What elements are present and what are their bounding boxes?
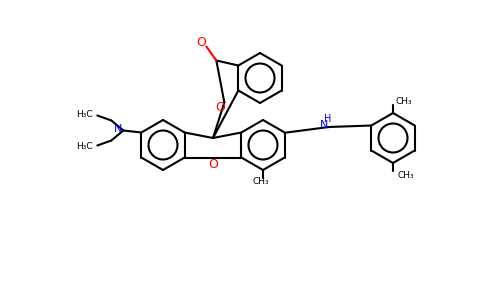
Text: H₃C: H₃C [76, 142, 92, 151]
Text: O: O [215, 101, 225, 114]
Text: O: O [197, 36, 206, 49]
Text: N: N [114, 124, 122, 134]
Text: H₃C: H₃C [76, 110, 92, 119]
Text: O: O [208, 158, 218, 171]
Text: CH₃: CH₃ [253, 178, 269, 187]
Text: H: H [324, 114, 332, 124]
Text: CH₃: CH₃ [398, 170, 415, 179]
Text: N: N [320, 120, 328, 130]
Text: CH₃: CH₃ [395, 97, 411, 106]
